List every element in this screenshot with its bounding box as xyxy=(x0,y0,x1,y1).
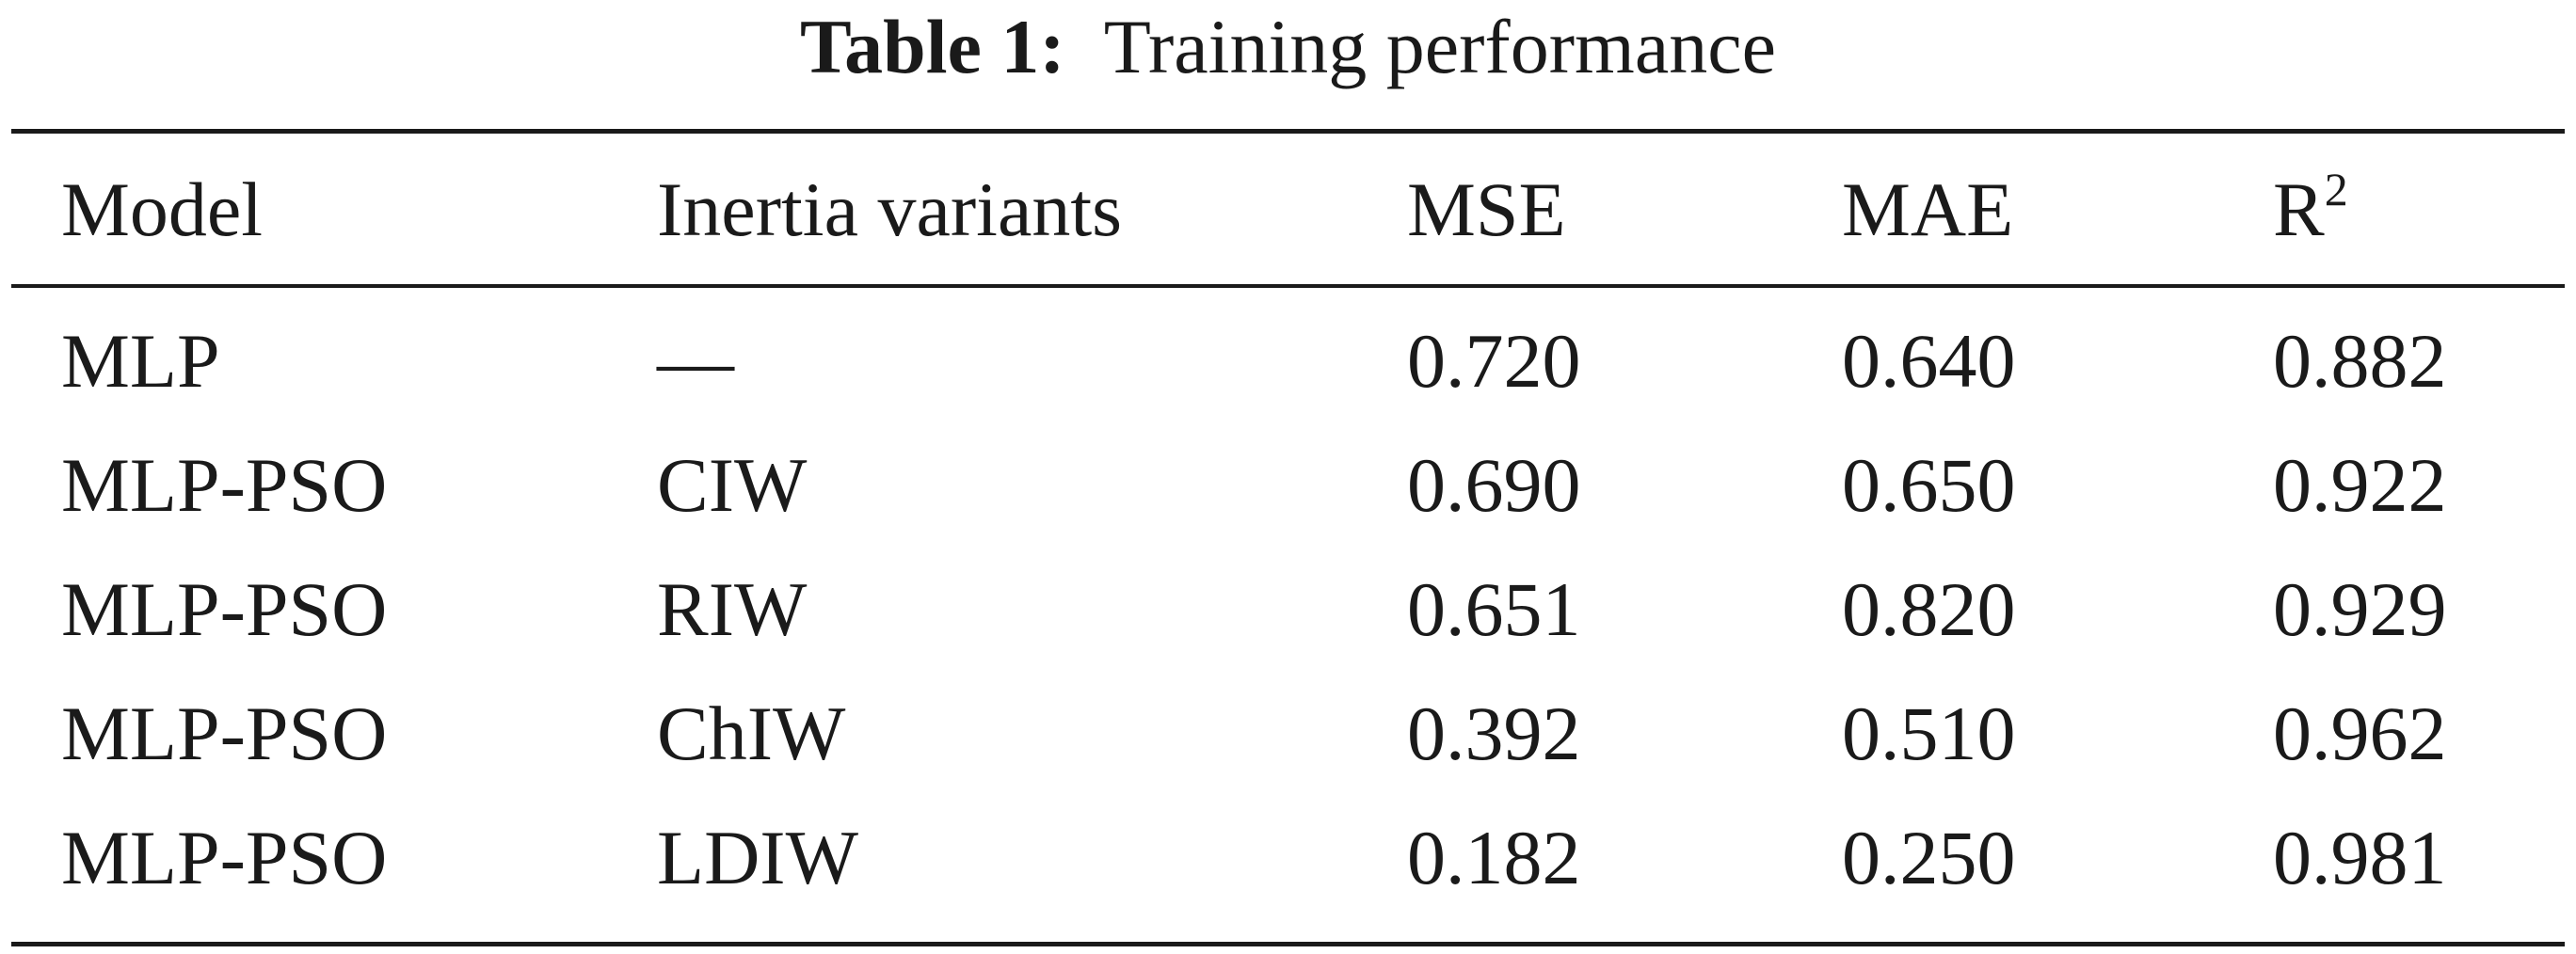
table-header-row: Model Inertia variants MSE MAE R2 xyxy=(0,158,2576,262)
cell-mae: 0.650 xyxy=(1842,442,2016,528)
cell-model: MLP-PSO xyxy=(61,815,388,900)
cell-r2: 0.929 xyxy=(2273,566,2447,652)
header-model: Model xyxy=(61,167,264,252)
table-row: MLP-PSO ChIW 0.392 0.510 0.962 xyxy=(0,672,2576,796)
cell-variant: RIW xyxy=(657,566,808,652)
cell-mse: 0.720 xyxy=(1407,318,1581,404)
cell-variant: CIW xyxy=(657,442,808,528)
cell-mae: 0.250 xyxy=(1842,815,2016,900)
table-row: MLP-PSO CIW 0.690 0.650 0.922 xyxy=(0,423,2576,548)
table-row: MLP-PSO LDIW 0.182 0.250 0.981 xyxy=(0,796,2576,920)
header-r2-base: R xyxy=(2273,167,2325,252)
cell-model: MLP-PSO xyxy=(61,691,388,776)
cell-mse: 0.651 xyxy=(1407,566,1581,652)
header-mae: MAE xyxy=(1842,167,2014,252)
table-caption: Table 1: Training performance xyxy=(0,0,2576,120)
cell-variant: LDIW xyxy=(657,815,859,900)
header-r2-superscript: 2 xyxy=(2324,163,2348,215)
cell-mse: 0.182 xyxy=(1407,815,1581,900)
top-rule xyxy=(11,129,2565,134)
header-r2: R2 xyxy=(2273,158,2348,262)
cell-r2: 0.882 xyxy=(2273,318,2447,404)
cell-mse: 0.392 xyxy=(1407,691,1581,776)
cell-r2: 0.922 xyxy=(2273,442,2447,528)
cell-model: MLP-PSO xyxy=(61,566,388,652)
table-row: MLP-PSO RIW 0.651 0.820 0.929 xyxy=(0,548,2576,672)
header-rule xyxy=(11,284,2565,288)
cell-mae: 0.820 xyxy=(1842,566,2016,652)
cell-mae: 0.510 xyxy=(1842,691,2016,776)
caption-title: Training performance xyxy=(1103,4,1777,89)
cell-variant: ChIW xyxy=(657,691,846,776)
cell-variant: — xyxy=(657,318,734,404)
cell-model: MLP xyxy=(61,318,220,404)
cell-r2: 0.962 xyxy=(2273,691,2447,776)
bottom-rule xyxy=(11,942,2565,946)
cell-mse: 0.690 xyxy=(1407,442,1581,528)
cell-model: MLP-PSO xyxy=(61,442,388,528)
header-inertia-variants: Inertia variants xyxy=(657,167,1123,252)
caption-label: Table 1: xyxy=(799,4,1065,89)
cell-mae: 0.640 xyxy=(1842,318,2016,404)
table-row: MLP — 0.720 0.640 0.882 xyxy=(0,299,2576,423)
cell-r2: 0.981 xyxy=(2273,815,2447,900)
header-mse: MSE xyxy=(1407,167,1566,252)
